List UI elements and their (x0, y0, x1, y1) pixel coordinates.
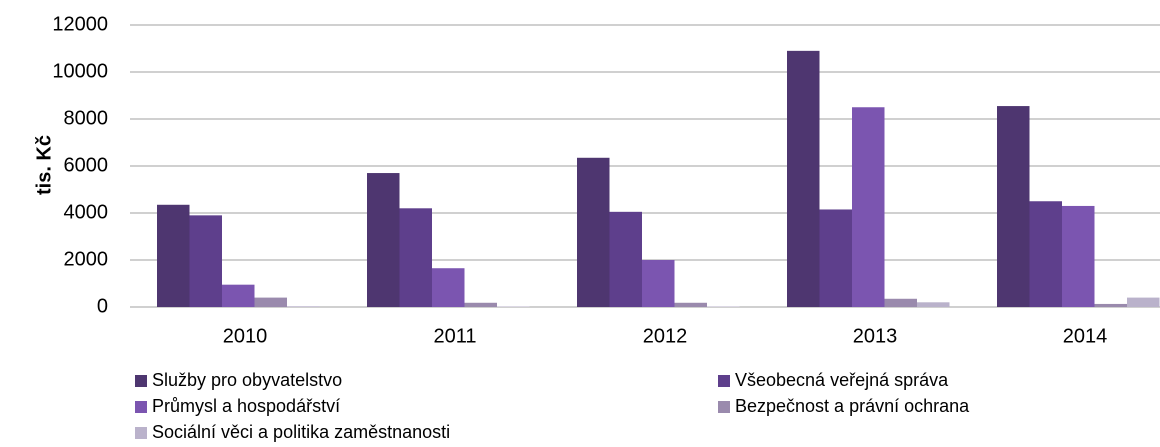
bar (917, 302, 950, 307)
legend-swatch (135, 375, 147, 387)
bar (642, 260, 675, 307)
x-tick-label: 2011 (433, 325, 476, 347)
legend-swatch (135, 401, 147, 413)
bar (189, 215, 222, 307)
bar (997, 106, 1030, 307)
bar (157, 204, 190, 307)
y-tick-label: 8000 (64, 107, 109, 129)
x-tick-label: 2010 (223, 325, 268, 347)
x-tick-label: 2014 (1063, 325, 1108, 347)
legend-label: Všeobecná veřejná správa (735, 370, 949, 390)
x-tick-label: 2013 (853, 325, 898, 347)
legend-label: Služby pro obyvatelstvo (152, 370, 342, 390)
legend-label: Sociální věci a politika zaměstnanosti (152, 422, 450, 442)
bar (367, 173, 400, 307)
bar (1029, 201, 1062, 307)
x-tick-label: 2012 (643, 325, 688, 347)
legend-label: Průmysl a hospodářství (152, 396, 340, 416)
y-tick-label: 6000 (64, 154, 109, 176)
bar (254, 297, 287, 307)
bar (432, 268, 465, 307)
bar (1127, 297, 1160, 307)
y-axis-label: tis. Kč (33, 135, 55, 195)
bar (884, 298, 917, 307)
legend-swatch (135, 427, 147, 439)
y-tick-label: 4000 (64, 201, 109, 223)
legend-label: Bezpečnost a právní ochrana (735, 396, 970, 416)
legend-swatch (718, 401, 730, 413)
legend-swatch (718, 375, 730, 387)
bar (222, 284, 255, 307)
bar (1094, 303, 1127, 307)
bar (787, 50, 820, 307)
bar (287, 306, 320, 307)
bar (819, 209, 852, 307)
y-tick-label: 12000 (52, 13, 108, 35)
bar (674, 302, 707, 307)
bar (577, 157, 610, 307)
bar (1062, 205, 1095, 307)
y-tick-label: 10000 (52, 60, 108, 82)
bar (399, 208, 432, 307)
y-tick-label: 0 (97, 295, 108, 317)
y-tick-label: 2000 (64, 248, 109, 270)
bar (852, 107, 885, 307)
bar (464, 302, 497, 307)
bar (609, 211, 642, 307)
